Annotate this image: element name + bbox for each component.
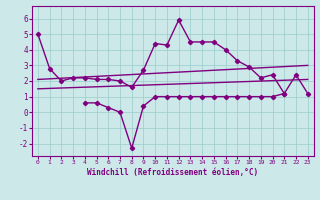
X-axis label: Windchill (Refroidissement éolien,°C): Windchill (Refroidissement éolien,°C) xyxy=(87,168,258,177)
